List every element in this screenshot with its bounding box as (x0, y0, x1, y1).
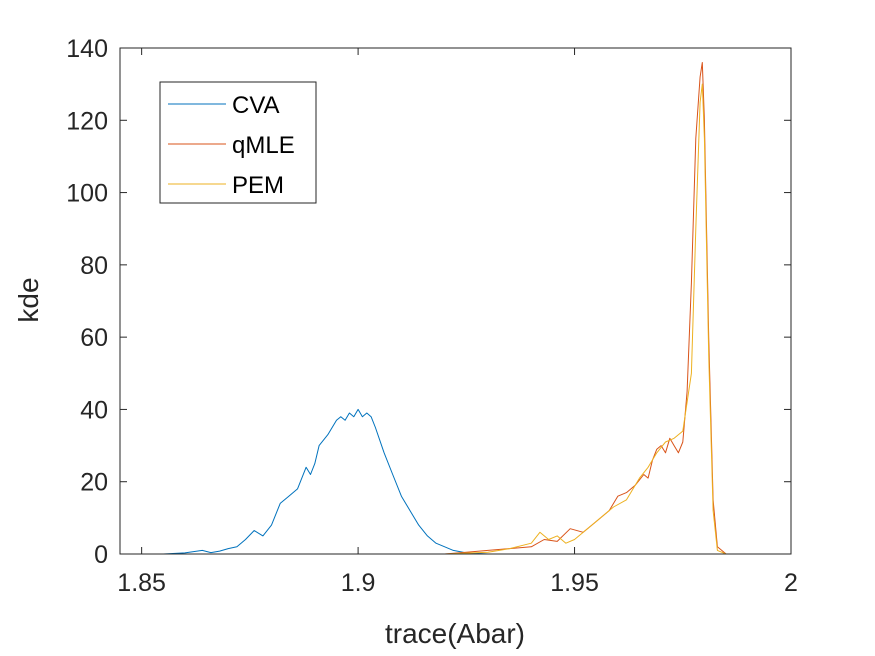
x-tick-label: 2 (784, 569, 798, 597)
y-tick-label: 40 (80, 396, 108, 424)
y-axis-label: kde (13, 277, 44, 322)
series-line-qmle (358, 62, 770, 555)
legend: CVA qMLE PEM (159, 81, 317, 204)
x-tick-label: 1.95 (550, 569, 599, 597)
legend-label-qmle: qMLE (232, 132, 295, 159)
legend-items: CVA qMLE PEM (168, 92, 295, 199)
y-tick-label: 140 (66, 35, 108, 63)
x-tick-label: 1.9 (341, 569, 376, 597)
series-layer (120, 62, 770, 555)
legend-label-cva: CVA (232, 92, 280, 119)
series-line-pem (358, 83, 770, 555)
y-tick-label: 20 (80, 469, 108, 497)
y-tick-label: 120 (66, 107, 108, 135)
axes-box (119, 47, 792, 555)
y-tick-label: 80 (80, 252, 108, 280)
x-tick-label: 1.85 (117, 569, 166, 597)
legend-box (159, 81, 317, 204)
y-tick-label: 0 (94, 541, 108, 569)
y-tick-label: 100 (66, 180, 108, 208)
x-axis-label: trace(Abar) (385, 618, 525, 649)
legend-label-pem: PEM (232, 172, 284, 199)
series-line-cva (120, 408, 532, 555)
y-tick-label: 60 (80, 324, 108, 352)
